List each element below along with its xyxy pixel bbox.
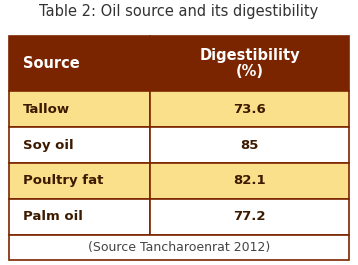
Bar [150, 199, 349, 235]
Bar [9, 91, 150, 127]
Text: Soy oil: Soy oil [23, 139, 74, 152]
Text: 73.6: 73.6 [233, 103, 266, 116]
Bar [150, 36, 349, 91]
Text: Palm oil: Palm oil [23, 210, 83, 223]
Bar [150, 127, 349, 163]
Text: 85: 85 [241, 139, 259, 152]
Bar [9, 36, 150, 91]
Text: 77.2: 77.2 [233, 210, 266, 223]
Text: Poultry fat: Poultry fat [23, 174, 104, 187]
Text: Digestibility
(%): Digestibility (%) [199, 48, 300, 80]
Bar [9, 127, 150, 163]
Bar [150, 91, 349, 127]
Bar [9, 163, 150, 199]
Text: (Source Tancharoenrat 2012): (Source Tancharoenrat 2012) [88, 241, 270, 254]
Text: 82.1: 82.1 [233, 174, 266, 187]
Text: Source: Source [23, 56, 80, 71]
Bar [9, 199, 150, 235]
Text: Table 2: Oil source and its digestibility: Table 2: Oil source and its digestibilit… [39, 5, 319, 19]
Bar [9, 235, 349, 260]
Bar [150, 163, 349, 199]
Text: Tallow: Tallow [23, 103, 71, 116]
